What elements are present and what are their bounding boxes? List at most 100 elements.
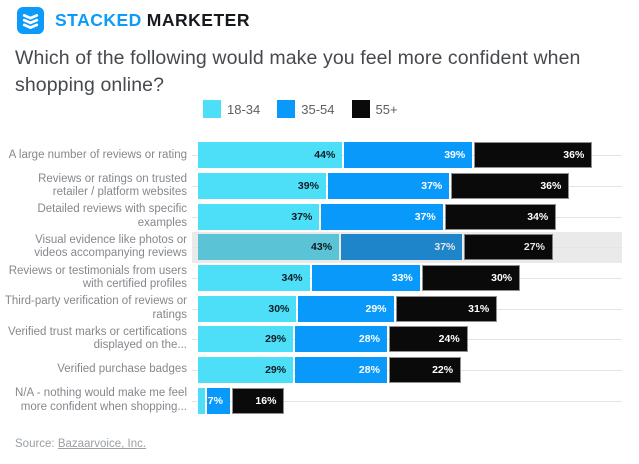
bar-track: 29% 28% 24% xyxy=(192,324,622,355)
bar-track: 34% 33% 30% xyxy=(192,263,622,294)
category-label: Verified purchase badges xyxy=(57,363,187,376)
bar-value-label: 30% xyxy=(268,302,290,315)
bar-track: 30% 29% 31% xyxy=(192,293,622,324)
bar-segment-18-34[interactable]: 29% xyxy=(198,357,294,384)
source-line: Source: Bazaarvoice, Inc. xyxy=(15,438,146,450)
chart-rows: A large number of reviews or rating 44% 39… xyxy=(0,140,639,416)
bar-segment-55+[interactable]: 34% xyxy=(444,203,557,230)
bar-track: 7% 16% xyxy=(192,386,622,417)
bar-segment-18-34[interactable]: 44% xyxy=(198,142,343,169)
bar-track: 29% 28% 22% xyxy=(192,355,622,386)
legend-swatch-18-34 xyxy=(203,100,221,118)
category-label: Detailed reviews with specific examples xyxy=(37,203,187,229)
bar-track: 43% 37% 27% xyxy=(192,232,622,263)
bar-segment-18-34[interactable]: 39% xyxy=(198,173,326,200)
legend-swatch-35-54 xyxy=(277,100,296,118)
bar-value-label: 37% xyxy=(414,210,436,223)
bar-value-label: 43% xyxy=(311,241,333,254)
bar-segment-55+[interactable]: 16% xyxy=(231,387,285,414)
bar-segment-55+[interactable]: 24% xyxy=(388,326,468,353)
bar-segment-35-54[interactable]: 29% xyxy=(298,295,394,322)
bar-value-label: 31% xyxy=(468,302,490,315)
chart-row: Visual evidence like photos or videos ac… xyxy=(0,232,639,263)
chart-legend: 18-34 35-54 55+ xyxy=(203,100,398,118)
category-label: N/A - nothing would make me feel more co… xyxy=(15,387,187,413)
chart-row: Verified purchase badges 29% 28% 22% xyxy=(0,355,639,386)
bar-value-label: 34% xyxy=(281,272,303,285)
bar-segment-35-54[interactable]: 28% xyxy=(295,326,387,353)
legend-label: 35-54 xyxy=(301,101,335,117)
bar-segment-18-34[interactable]: 43% xyxy=(198,234,340,261)
chart-row: A large number of reviews or rating 44% 39… xyxy=(0,140,639,171)
legend-item-18-34: 18-34 xyxy=(203,100,260,118)
bar-value-label: 27% xyxy=(523,241,545,254)
chart-row: Reviews or ratings on trusted retailer /… xyxy=(0,171,639,202)
chart-row: Detailed reviews with specific examples 3… xyxy=(0,201,639,232)
bar-segment-18-34[interactable]: 29% xyxy=(198,326,294,353)
category-label: Reviews or testimonials from users with … xyxy=(8,264,187,291)
logo-wordmark: STACKED MARKETER xyxy=(55,10,250,31)
bar-track: 37% 37% 34% xyxy=(192,201,622,232)
bar-segment-18-34[interactable]: 30% xyxy=(198,295,297,322)
bar-segment-18-34[interactable] xyxy=(198,387,205,414)
bar-value-label: 44% xyxy=(314,149,336,162)
legend-swatch-55plus xyxy=(351,100,370,118)
bar-value-label: 39% xyxy=(444,149,466,162)
legend-label: 55+ xyxy=(375,101,398,117)
bar-segment-35-54[interactable]: 39% xyxy=(344,142,473,169)
legend-item-35-54: 35-54 xyxy=(277,100,335,118)
category-label: Third-party verification of reviews or r… xyxy=(4,295,187,321)
bar-value-label: 28% xyxy=(358,364,380,377)
source-link[interactable]: Bazaarvoice, Inc. xyxy=(57,438,147,450)
chart-row: Reviews or testimonials from users with … xyxy=(0,263,639,294)
bar-segment-18-34[interactable]: 34% xyxy=(198,265,310,292)
bar-segment-18-34[interactable]: 37% xyxy=(198,203,320,230)
chart-row: Third-party verification of reviews or r… xyxy=(0,293,639,324)
chart-row: N/A - nothing would make me feel more co… xyxy=(0,386,639,417)
bar-value-label: 7% xyxy=(207,394,223,407)
bar-value-label: 33% xyxy=(391,272,413,285)
category-label: Visual evidence like photos or videos ac… xyxy=(34,233,187,260)
chart-title: Which of the following would make you fe… xyxy=(15,47,581,96)
bar-value-label: 29% xyxy=(365,302,387,315)
bar-value-label: 39% xyxy=(297,180,319,193)
stacked-layers-icon xyxy=(17,7,44,34)
bar-segment-55+[interactable]: 36% xyxy=(474,142,593,169)
bar-track: 44% 39% 36% xyxy=(192,140,622,171)
legend-label: 18-34 xyxy=(227,101,261,117)
bar-segment-35-54[interactable]: 33% xyxy=(311,265,420,292)
bar-value-label: 37% xyxy=(434,241,456,254)
bar-value-label: 36% xyxy=(540,180,562,193)
bar-value-label: 22% xyxy=(432,364,454,377)
category-label: A large number of reviews or rating xyxy=(8,148,187,161)
bar-value-label: 37% xyxy=(291,210,313,223)
category-label: Verified trust marks or certifications d… xyxy=(8,325,187,352)
logo-text-secondary: MARKETER xyxy=(146,10,250,30)
chart-row: Verified trust marks or certifications d… xyxy=(0,324,639,355)
bar-value-label: 30% xyxy=(491,272,513,285)
bar-value-label: 16% xyxy=(255,394,277,407)
bar-value-label: 24% xyxy=(438,333,460,346)
bar-segment-55+[interactable]: 30% xyxy=(421,265,521,292)
legend-item-55plus: 55+ xyxy=(351,100,398,118)
category-label: Reviews or ratings on trusted retailer /… xyxy=(38,172,187,199)
bar-value-label: 37% xyxy=(421,180,443,193)
bar-track: 39% 37% 36% xyxy=(192,171,622,202)
bar-segment-35-54[interactable]: 7% xyxy=(207,387,230,414)
bar-value-label: 29% xyxy=(265,333,287,346)
bar-segment-35-54[interactable]: 28% xyxy=(295,357,387,384)
source-prefix: Source: xyxy=(15,438,58,450)
bar-segment-35-54[interactable]: 37% xyxy=(321,203,443,230)
bar-segment-55+[interactable]: 36% xyxy=(451,173,570,200)
bar-value-label: 36% xyxy=(563,149,585,162)
bar-segment-35-54[interactable]: 37% xyxy=(327,173,450,200)
bar-segment-35-54[interactable]: 37% xyxy=(341,234,463,261)
logo-text-primary: STACKED xyxy=(55,10,142,30)
bar-segment-55+[interactable]: 31% xyxy=(395,295,498,322)
header-logo: STACKED MARKETER xyxy=(17,7,250,34)
bar-segment-55+[interactable]: 22% xyxy=(388,357,462,384)
bar-value-label: 29% xyxy=(265,364,287,377)
bar-segment-55+[interactable]: 27% xyxy=(464,234,553,261)
bar-value-label: 34% xyxy=(527,210,549,223)
